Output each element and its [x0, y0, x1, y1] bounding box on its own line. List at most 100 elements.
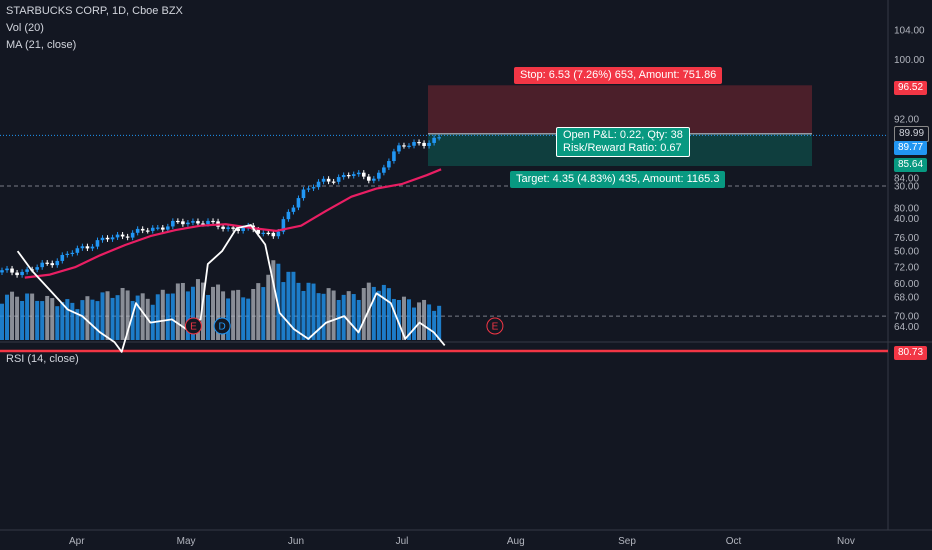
stop-label: Stop: 6.53 (7.26%) 653, Amount: 751.86: [514, 67, 723, 84]
rsi-tick-label: 60.00: [894, 279, 919, 290]
time-tick-label: Jul: [396, 536, 409, 547]
candle-body: [65, 253, 70, 256]
volume-bar: [241, 297, 246, 340]
volume-bar: [195, 279, 200, 340]
candle-body: [417, 142, 421, 144]
candle-body: [55, 260, 60, 266]
candle-body: [306, 188, 311, 190]
volume-bar: [180, 282, 185, 340]
volume-bar: [432, 310, 437, 340]
volume-bar: [417, 302, 422, 340]
volume-bar: [70, 302, 75, 340]
volume-bar: [326, 288, 331, 340]
volume-bar: [155, 294, 160, 340]
candle-body: [10, 268, 14, 273]
candle-body: [281, 219, 286, 232]
target-label: Target: 4.35 (4.83%) 435, Amount: 1165.3: [510, 171, 726, 188]
entry-price-tag: 89.99: [894, 126, 930, 142]
stop-zone: [428, 85, 812, 134]
current-price-tag: 89.77: [894, 141, 928, 155]
candle-body: [100, 237, 105, 241]
volume-bar: [65, 299, 70, 340]
candle-body: [90, 246, 95, 249]
candle-body: [95, 240, 100, 247]
rsi-legend[interactable]: RSI (14, close): [6, 353, 79, 365]
pnl-line: Open P&L: 0.22, Qty: 38: [563, 129, 683, 141]
candle-body: [115, 234, 120, 238]
price-tick-label: 72.00: [894, 263, 919, 274]
volume-bar: [200, 282, 205, 340]
volume-bar: [170, 293, 175, 340]
volume-bar: [125, 290, 130, 340]
candle-body: [150, 227, 155, 231]
candle-body: [50, 263, 55, 266]
volume-bar: [296, 282, 301, 340]
volume-bar: [175, 283, 180, 340]
rsi-tick-label: 30.00: [894, 182, 919, 193]
volume-bar: [331, 290, 336, 340]
ma-line: [24, 168, 442, 279]
candle-body: [105, 237, 110, 240]
volume-bar: [391, 298, 396, 340]
candle-body: [412, 142, 416, 146]
volume-bar: [40, 301, 45, 340]
event-circle: [184, 317, 202, 335]
volume-bar: [35, 300, 40, 340]
volume-bar: [20, 301, 25, 340]
volume-bar: [361, 288, 366, 340]
candle-body: [326, 178, 331, 182]
price-tick-label: 92.00: [894, 114, 919, 125]
candle-body: [387, 161, 391, 168]
volume-bar: [427, 304, 432, 340]
volume-bar: [261, 287, 266, 340]
candle-body: [231, 227, 235, 229]
volume-bar: [50, 298, 55, 340]
volume-bar: [271, 260, 276, 340]
volume-bar: [386, 288, 391, 340]
volume-bar: [25, 293, 30, 340]
price-tick-label: 64.00: [894, 322, 919, 333]
candle-body: [181, 221, 185, 225]
price-tick-label: 104.00: [894, 25, 925, 36]
rsi-line: [16, 224, 446, 353]
volume-bar: [165, 293, 170, 340]
candle-body: [5, 268, 9, 271]
candle-body: [125, 236, 130, 238]
volume-bar: [85, 296, 90, 340]
time-tick-label: May: [177, 536, 196, 547]
candle-body: [432, 137, 436, 143]
candle-body: [25, 269, 29, 272]
volume-bar: [376, 290, 381, 340]
symbol-legend[interactable]: STARBUCKS CORP, 1D, Cboe BZX: [6, 5, 183, 17]
event-marker: E: [486, 317, 504, 335]
event-label: D: [219, 322, 226, 333]
candle-body: [120, 234, 125, 237]
rsi-value-tag: 80.73: [894, 346, 928, 360]
volume-bar: [130, 300, 135, 340]
candle-body: [20, 271, 24, 276]
volume-bar: [105, 291, 110, 340]
volume-bar: [45, 295, 50, 340]
volume-bar: [336, 299, 341, 340]
event-circle: [486, 317, 504, 335]
candle-body: [60, 254, 65, 261]
volume-bar: [15, 296, 20, 340]
candle-body: [331, 181, 336, 183]
candle-body: [261, 232, 266, 234]
candle-body: [155, 227, 160, 229]
volume-legend[interactable]: Vol (20): [6, 22, 44, 34]
volume-bar: [396, 299, 401, 340]
candle-body: [75, 248, 80, 253]
volume-bar: [5, 294, 10, 340]
volume-bar: [286, 271, 291, 340]
volume-bar: [306, 282, 311, 340]
candle-body: [316, 181, 321, 188]
volume-bar: [75, 309, 80, 340]
candle-body: [130, 232, 135, 238]
candle-body: [422, 142, 426, 146]
ma-legend[interactable]: MA (21, close): [6, 39, 77, 51]
volume-bar: [0, 303, 4, 340]
candle-body: [286, 211, 291, 220]
